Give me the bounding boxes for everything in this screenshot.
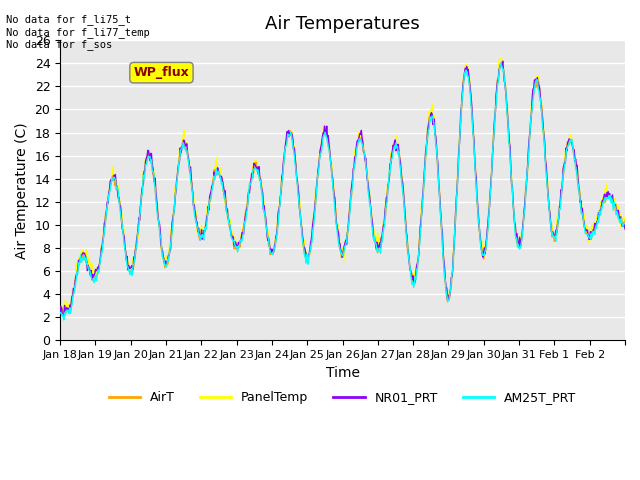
Legend: AirT, PanelTemp, NR01_PRT, AM25T_PRT: AirT, PanelTemp, NR01_PRT, AM25T_PRT	[104, 386, 582, 409]
Text: No data for f_li75_t
No data for f_li77_temp
No data for f_sos: No data for f_li75_t No data for f_li77_…	[6, 14, 150, 50]
Y-axis label: Air Temperature (C): Air Temperature (C)	[15, 122, 29, 259]
X-axis label: Time: Time	[326, 366, 360, 380]
Text: WP_flux: WP_flux	[134, 66, 189, 79]
Title: Air Temperatures: Air Temperatures	[265, 15, 420, 33]
